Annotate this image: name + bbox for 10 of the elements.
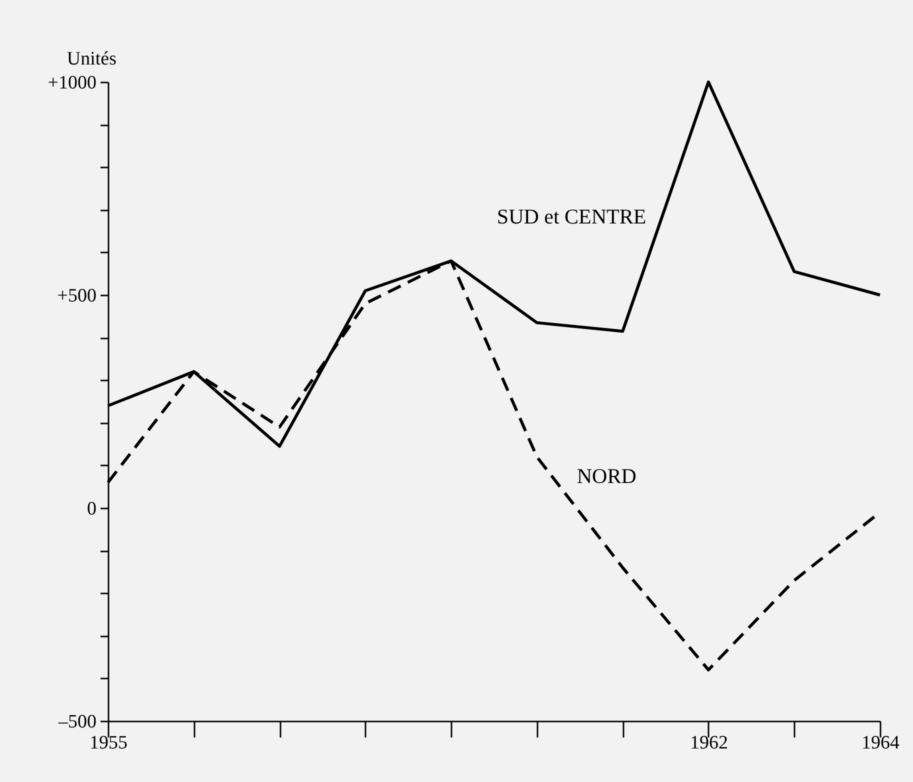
series-label: SUD et CENTRE — [496, 204, 646, 229]
y-tick-label: +1000 — [48, 72, 96, 94]
y-axis-title: Unités — [66, 48, 116, 70]
y-tick-label: 0 — [87, 498, 96, 520]
y-tick-label: –500 — [58, 712, 96, 732]
series-label: NORD — [576, 464, 636, 488]
y-tick-label: +500 — [57, 286, 96, 306]
x-tick-label: 1964 — [862, 732, 900, 754]
x-tick-label: 1962 — [690, 732, 728, 754]
x-tick-label: 1955 — [90, 732, 128, 754]
